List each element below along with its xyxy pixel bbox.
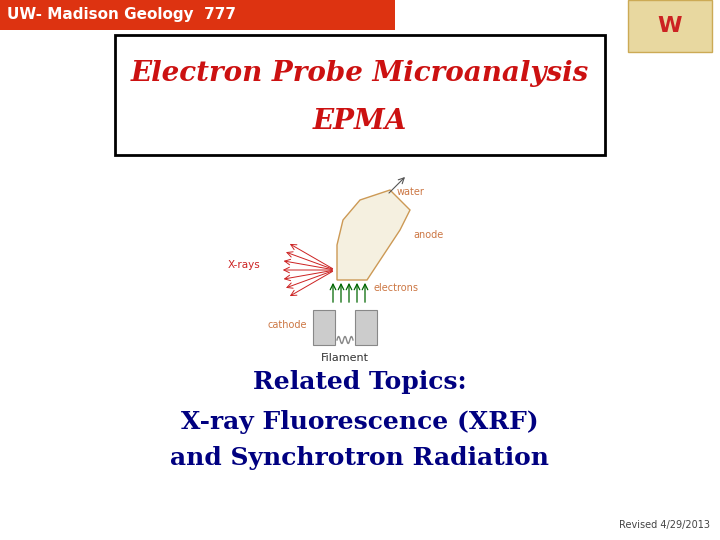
Text: UW- Madison Geology  777: UW- Madison Geology 777 [7,8,236,23]
Bar [355,310,377,345]
Bar [0,0,395,30]
Text: EPMA: EPMA [313,108,407,135]
Polygon shape [337,190,410,280]
Text: anode: anode [413,230,444,240]
Text: cathode: cathode [268,320,307,330]
Text: Related Topics:: Related Topics: [253,370,467,394]
Text: electrons: electrons [373,283,418,293]
Bar [115,35,605,155]
Text: Filament: Filament [321,353,369,363]
Text: X-rays: X-rays [228,260,260,270]
Bar [628,0,712,52]
Text: X-ray Fluorescence (XRF): X-ray Fluorescence (XRF) [181,410,539,434]
Text: Electron Probe Microanalysis: Electron Probe Microanalysis [131,60,589,87]
Text: Revised 4/29/2013: Revised 4/29/2013 [619,520,710,530]
Text: and Synchrotron Radiation: and Synchrotron Radiation [171,446,549,470]
Bar [313,310,335,345]
Text: water: water [397,187,425,197]
Text: W: W [658,16,683,36]
